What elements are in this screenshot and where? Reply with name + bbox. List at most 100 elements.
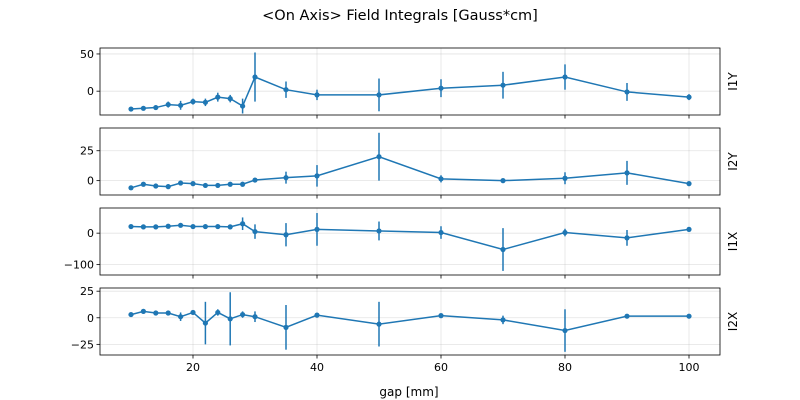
- subplot-i2y: 0 25 I2Y: [80, 127, 740, 199]
- data-point: [190, 99, 196, 105]
- data-point: [128, 223, 134, 230]
- data-point: [624, 170, 630, 176]
- data-point: [376, 154, 382, 160]
- y-tick-label: 25: [80, 145, 94, 158]
- data-point: [624, 89, 630, 95]
- data-point: [686, 226, 692, 232]
- x-tick-label: 60: [434, 361, 448, 374]
- panel-label-i1x: I1X: [726, 232, 740, 251]
- subplot-i1y: 0 50 I1Y: [80, 47, 740, 119]
- data-point: [624, 313, 630, 319]
- data-point: [252, 228, 258, 235]
- data-point: [283, 324, 289, 330]
- data-point: [215, 309, 221, 316]
- data-point: [128, 311, 134, 318]
- series-line-i2y: [130, 155, 690, 189]
- data-point: [240, 103, 246, 109]
- data-point: [686, 94, 692, 100]
- data-point: [376, 92, 382, 98]
- data-point: [500, 178, 506, 184]
- data-point: [500, 82, 506, 88]
- data-point: [153, 310, 159, 316]
- data-point: [376, 321, 382, 327]
- data-point: [227, 96, 233, 102]
- series-line-i1y: [130, 76, 690, 110]
- panel-label-i1y: I1Y: [726, 72, 740, 91]
- data-point: [140, 181, 146, 187]
- data-point: [314, 226, 320, 232]
- data-point: [438, 176, 444, 182]
- data-point: [438, 313, 444, 319]
- data-point: [562, 229, 568, 236]
- data-point: [190, 223, 196, 230]
- data-point: [314, 173, 320, 179]
- data-point: [202, 223, 208, 230]
- x-axis-label: gap [mm]: [379, 385, 438, 399]
- data-point: [314, 92, 320, 98]
- data-point: [140, 308, 146, 314]
- panel-label-i2y: I2Y: [726, 152, 740, 171]
- data-point: [500, 317, 506, 323]
- data-point: [153, 183, 159, 189]
- data-point: [314, 312, 320, 318]
- data-point: [227, 181, 233, 187]
- y-tick-label: 25: [80, 285, 94, 298]
- data-point: [165, 184, 171, 190]
- data-point: [252, 74, 258, 80]
- x-tick-label: 40: [310, 361, 324, 374]
- data-point: [153, 224, 159, 230]
- data-point: [178, 180, 184, 186]
- data-point: [190, 181, 196, 187]
- series-line-i2x: [130, 310, 689, 332]
- data-point: [562, 175, 568, 181]
- data-point: [140, 224, 146, 230]
- data-point: [227, 224, 233, 230]
- data-point: [240, 181, 246, 187]
- y-tick-label: 50: [80, 48, 94, 61]
- axes-frame: [99, 207, 721, 276]
- x-tick-label: 100: [679, 361, 700, 374]
- data-point: [227, 316, 233, 322]
- data-point: [165, 223, 171, 229]
- data-point: [190, 309, 196, 316]
- data-point: [686, 313, 692, 319]
- data-point: [128, 185, 134, 191]
- axes-frame: [99, 287, 721, 356]
- y-tick-label: 0: [87, 227, 94, 240]
- data-point: [202, 320, 208, 326]
- data-point: [165, 310, 171, 316]
- y-tick-label: 0: [87, 85, 94, 98]
- panel-label-i2x: I2X: [726, 312, 740, 331]
- x-tick-label: 20: [186, 361, 200, 374]
- y-tick-label: 0: [87, 312, 94, 325]
- data-point: [438, 85, 444, 91]
- data-point: [686, 181, 692, 187]
- y-tick-label: −100: [64, 259, 94, 272]
- y-tick-label: −25: [71, 338, 94, 351]
- data-point: [140, 105, 146, 111]
- data-point: [562, 74, 568, 80]
- data-point: [500, 246, 506, 253]
- data-point: [252, 177, 258, 183]
- data-point: [624, 235, 630, 241]
- data-point: [283, 232, 289, 238]
- axes-frame: [99, 127, 721, 196]
- data-point: [215, 182, 221, 189]
- data-point: [178, 222, 184, 228]
- x-tick-label: 80: [558, 361, 572, 374]
- data-point: [215, 223, 221, 230]
- data-point: [283, 87, 289, 93]
- subplot-i1x: −100 0 I1X: [64, 207, 740, 279]
- subplot-i2x: 20 40 60 80 100 −25 0 25 I2X: [71, 285, 740, 374]
- data-point: [128, 106, 134, 112]
- data-point: [153, 104, 159, 111]
- data-point: [252, 314, 258, 320]
- data-point: [240, 311, 246, 318]
- data-point: [283, 175, 289, 181]
- axes-frame: [99, 47, 721, 116]
- data-point: [165, 101, 171, 108]
- chart-title: <On Axis> Field Integrals [Gauss*cm]: [262, 8, 538, 24]
- data-point: [438, 229, 444, 236]
- series-line-i1x: [130, 222, 690, 251]
